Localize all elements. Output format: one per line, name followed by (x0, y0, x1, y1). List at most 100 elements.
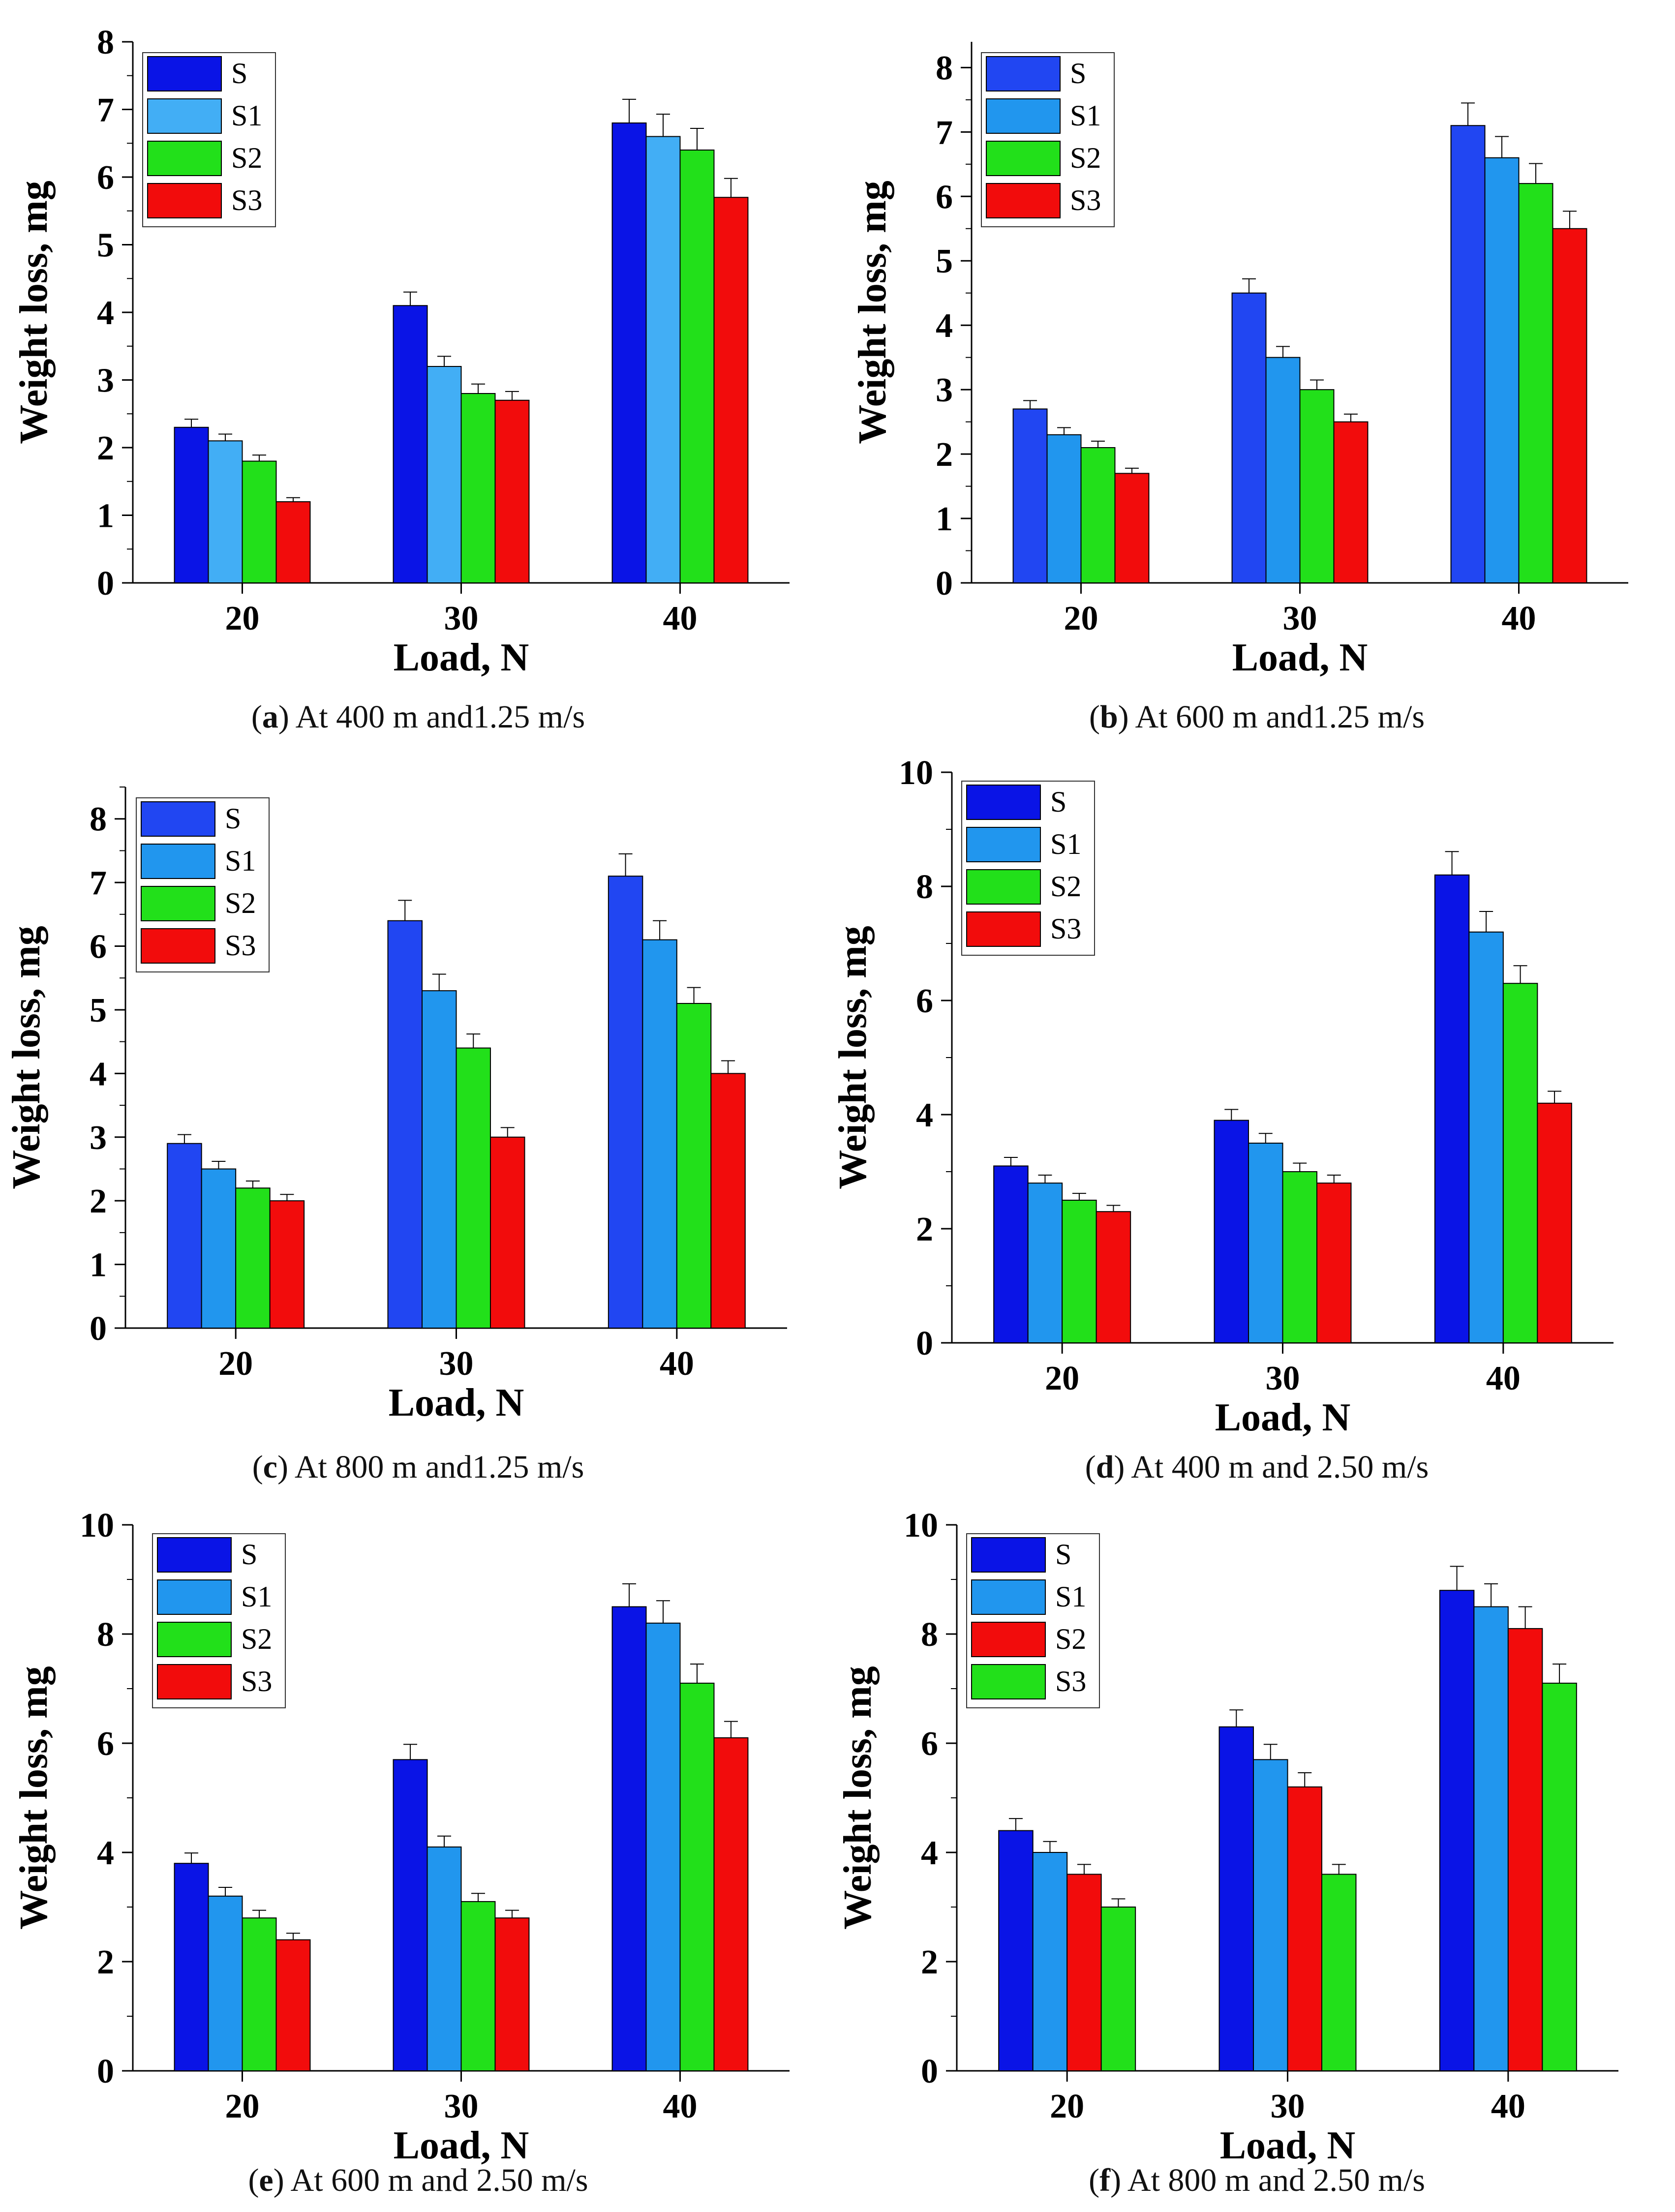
x-tick-label: 30 (1266, 1360, 1300, 1397)
x-tick-label: 30 (1283, 600, 1317, 637)
plot-area: 0 1 2 3 4 5 6 7 8 20 30 40 (90, 787, 787, 1383)
bar-S2-20 (1080, 447, 1116, 583)
y-tick-label: 8 (936, 49, 953, 87)
bar-S3-30 (494, 1917, 530, 2071)
plot-area: 0 1 2 3 4 5 6 7 8 20 30 40 (936, 42, 1628, 637)
legend: S S1 S2 S3 (961, 781, 1095, 956)
legend-swatch-S1 (966, 827, 1041, 862)
legend-label-S: S (241, 1538, 257, 1571)
bar-S1-40 (1484, 157, 1520, 583)
legend-swatch-S (971, 1537, 1046, 1573)
chart-f: 0 2 4 6 8 10 20 30 40 Load, N Weight loss, mg S S1 S2… (836, 1507, 1618, 2167)
legend-swatch-S3 (141, 928, 215, 964)
bar-S3-30 (1321, 1874, 1357, 2072)
y-axis-label: Weight loss, mg (831, 926, 875, 1189)
bar-S-30 (387, 920, 423, 1329)
legend-label-S3: S3 (1050, 912, 1081, 945)
legend-label-S2: S2 (1055, 1623, 1086, 1655)
legend-label-S2: S2 (231, 142, 262, 174)
bar-S2-40 (676, 1003, 712, 1329)
bar-S3-30 (1333, 421, 1369, 583)
bar-S3-40 (713, 1737, 749, 2071)
bar-S1-40 (645, 136, 681, 583)
bar-S1-20 (1027, 1182, 1063, 1343)
bar-S2-30 (1282, 1171, 1317, 1343)
bar-S-40 (611, 1606, 647, 2071)
legend-swatch-S2 (971, 1622, 1046, 1657)
caption-a-letter: a (262, 699, 278, 735)
bar-S3-20 (1100, 1907, 1136, 2071)
bar-S1-20 (1032, 1852, 1068, 2071)
chart-panel-c: 0 1 2 3 4 5 6 7 8 20 30 40 Load, N Weight loss, mg S S1… (0, 748, 836, 1441)
y-tick-label: 7 (936, 114, 953, 152)
legend-swatch-S (986, 56, 1061, 91)
y-tick-label: 3 (97, 362, 114, 400)
legend: S S1 S2 S3 (152, 1533, 286, 1708)
legend-swatch-S1 (147, 98, 222, 134)
caption-f-text: At 800 m and 2.50 m/s (1127, 2162, 1425, 2198)
x-tick-label: 40 (1502, 600, 1536, 637)
legend-swatch-S1 (971, 1579, 1046, 1615)
caption-a: (a) At 400 m and1.25 m/s (251, 699, 585, 735)
caption-b: (b) At 600 m and1.25 m/s (1089, 699, 1425, 735)
chart-b: 0 1 2 3 4 5 6 7 8 20 30 40 Load, N Weight loss, mg S S1… (851, 42, 1628, 679)
y-tick-label: 2 (90, 1182, 107, 1220)
bar-S1-20 (208, 1895, 243, 2071)
y-tick-label: 7 (90, 864, 107, 902)
caption-e-text: At 600 m and 2.50 m/s (290, 2162, 588, 2198)
bar-S2-30 (1287, 1786, 1322, 2071)
bar-S3-40 (1542, 1682, 1577, 2071)
bar-S-40 (1439, 1590, 1475, 2071)
bar-S2-40 (679, 1682, 715, 2071)
bar-S-30 (393, 1759, 428, 2071)
y-tick-label: 4 (97, 294, 114, 332)
bar-S1-30 (1248, 1143, 1283, 1343)
y-axis-label: Weight loss, mg (12, 1666, 56, 1930)
bar-S1-30 (426, 366, 462, 583)
chart-c: 0 1 2 3 4 5 6 7 8 20 30 40 Load, N Weight loss, mg S S1… (5, 787, 787, 1424)
bar-S2-20 (242, 460, 277, 583)
bar-S-20 (167, 1143, 202, 1329)
legend-label-S2: S2 (225, 887, 256, 919)
x-tick-label: 30 (444, 2088, 479, 2125)
chart-panel-b: 0 1 2 3 4 5 6 7 8 20 30 40 Load, N Weight loss, mg S S1… (839, 0, 1675, 694)
y-tick-label: 10 (80, 1507, 114, 1545)
x-axis-label: Load, N (1232, 636, 1368, 679)
y-tick-label: 8 (97, 1616, 114, 1654)
bar-S1-20 (1046, 434, 1082, 583)
chart-panel-a: 0 1 2 3 4 5 6 7 8 20 30 40 Load, N Weight loss, mg S S1… (0, 0, 836, 694)
y-tick-label: 0 (936, 565, 953, 603)
bar-S2-20 (235, 1187, 271, 1329)
y-tick-label: 6 (936, 178, 953, 216)
y-tick-label: 6 (90, 928, 107, 966)
bar-S1-30 (422, 990, 457, 1329)
legend-label-S: S (1055, 1538, 1071, 1571)
bar-S2-20 (1062, 1200, 1097, 1343)
plot-area: 0 2 4 6 8 10 20 30 40 (899, 754, 1614, 1397)
bar-S3-30 (1316, 1182, 1352, 1343)
legend-label-S3: S3 (1070, 184, 1101, 216)
y-tick-label: 0 (921, 2053, 938, 2091)
y-tick-label: 5 (936, 242, 953, 280)
chart-d: 0 2 4 6 8 10 20 30 40 Load, N Weight loss, mg S S1 S2… (831, 754, 1614, 1439)
legend-label-S: S (1050, 786, 1066, 818)
bar-S-20 (174, 426, 209, 583)
y-axis-label: Weight loss, mg (836, 1666, 880, 1930)
bar-S3-40 (1552, 228, 1587, 583)
y-tick-label: 10 (904, 1507, 938, 1545)
legend-swatch-S1 (141, 844, 215, 879)
y-tick-label: 4 (916, 1096, 933, 1134)
legend-label-S2: S2 (1070, 142, 1101, 174)
legend: S S1 S2 S3 (966, 1533, 1100, 1708)
legend-label-S3: S3 (225, 929, 256, 962)
bar-S1-20 (201, 1168, 237, 1329)
legend-swatch-S (141, 801, 215, 837)
y-tick-label: 0 (916, 1325, 933, 1363)
caption-a-text: At 400 m and1.25 m/s (295, 699, 585, 735)
chart-a: 0 1 2 3 4 5 6 7 8 20 30 40 Load, N Weight loss, mg S S1… (12, 24, 790, 679)
caption-d-letter: d (1096, 1449, 1114, 1485)
bar-S2-30 (460, 393, 496, 583)
x-tick-label: 30 (439, 1345, 474, 1383)
legend: S S1 S2 S3 (142, 52, 276, 227)
x-tick-label: 40 (663, 2088, 698, 2125)
